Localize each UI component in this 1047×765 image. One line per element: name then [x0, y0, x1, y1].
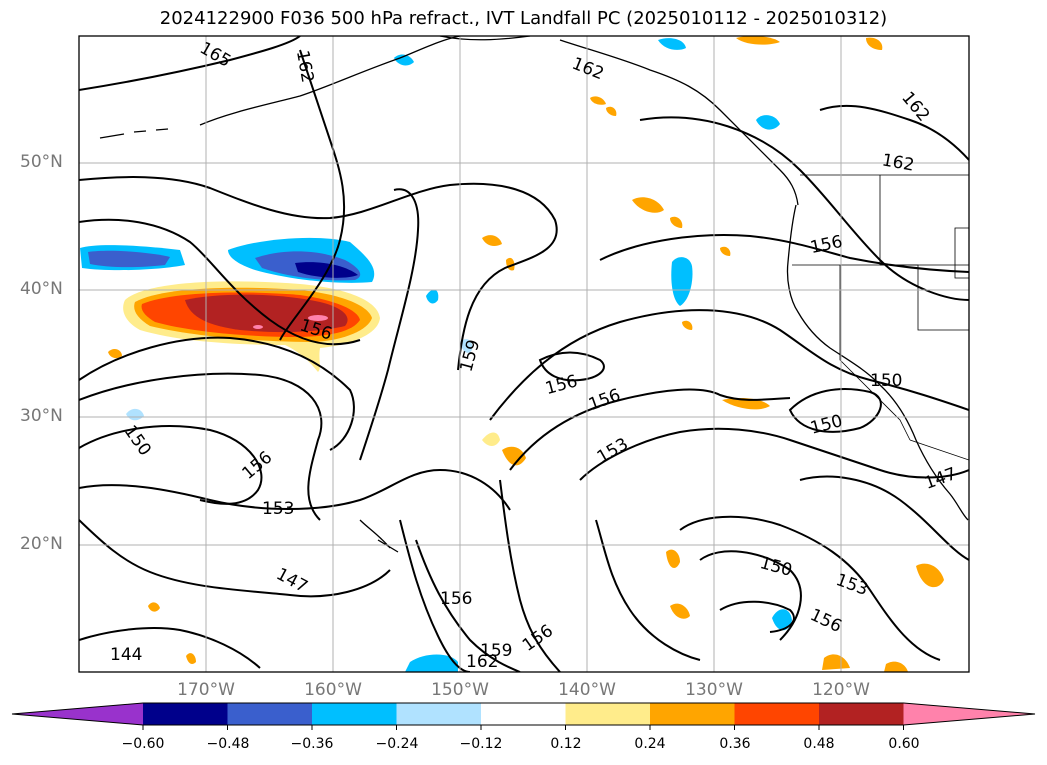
colorbar-segment — [143, 703, 228, 725]
colorbar — [11, 702, 1036, 730]
contour-label: 156 — [239, 448, 277, 484]
colorbar-segment — [312, 703, 397, 725]
lat-tick-label: 50°N — [20, 152, 63, 172]
colorbar-segment — [481, 703, 566, 725]
contour-label: 150 — [758, 553, 795, 581]
contour-label: 156 — [519, 621, 557, 656]
colorbar-segment — [734, 703, 820, 725]
coastlines — [99, 36, 969, 553]
graticule — [79, 36, 969, 672]
colorbar-tick-label: −0.24 — [375, 736, 419, 752]
colorbar-segment — [396, 703, 482, 725]
colorbar-segment — [819, 703, 904, 725]
contour-label: 150 — [808, 411, 845, 439]
contour-label: 162 — [569, 54, 607, 85]
colorbar-tick-label: −0.48 — [206, 736, 250, 752]
colorbar-tick-label: −0.12 — [459, 736, 503, 752]
contour-label: 156 — [543, 371, 580, 399]
contour-label: 159 — [480, 641, 512, 661]
colorbar-segment — [227, 703, 313, 725]
lon-tick-label: 170°W — [177, 680, 235, 700]
contour-label: 162 — [292, 49, 317, 84]
contour-label: 150 — [870, 371, 902, 391]
colorbar-segment — [565, 703, 651, 725]
lon-tick-label: 140°W — [558, 680, 616, 700]
colorbar-tick-label: −0.36 — [290, 736, 334, 752]
lon-tick-label: 130°W — [685, 680, 743, 700]
colorbar-segment — [650, 703, 735, 725]
contour-label: 162 — [880, 150, 915, 175]
height-contours — [79, 36, 969, 672]
contour-label: 156 — [586, 385, 623, 415]
contour-label: 144 — [110, 645, 142, 665]
political-borders — [792, 174, 969, 461]
colorbar-extension-low — [12, 703, 143, 725]
contour-label: 153 — [262, 499, 294, 519]
map-title: 2024122900 F036 500 hPa refract., IVT La… — [159, 8, 888, 29]
colorbar-tick-label: 0.12 — [550, 736, 582, 752]
contour-label: 162 — [897, 88, 933, 126]
contour-label: 153 — [833, 570, 870, 600]
lon-tick-label: 150°W — [431, 680, 489, 700]
lon-tick-label: 160°W — [304, 680, 362, 700]
contour-label: 147 — [273, 564, 311, 597]
lon-tick-label: 120°W — [812, 680, 870, 700]
colorbar-tick-label: 0.48 — [803, 736, 835, 752]
lat-tick-label: 20°N — [20, 534, 63, 554]
contour-label: 147 — [922, 464, 959, 494]
lat-tick-label: 40°N — [20, 279, 63, 299]
colorbar-tick-label: 0.24 — [634, 736, 666, 752]
colorbar-tick-label: 0.36 — [719, 736, 751, 752]
contour-label: 162 — [466, 652, 498, 672]
contour-label: 156 — [807, 605, 845, 637]
contour-label: 153 — [594, 434, 632, 468]
colorbar-tick-label: 0.60 — [888, 736, 920, 752]
colorbar-extension-high — [903, 703, 1035, 725]
contour-label: 156 — [440, 589, 472, 609]
colorbar-tick-label: −0.60 — [121, 736, 165, 752]
plot-frame — [78, 35, 970, 673]
lat-tick-label: 30°N — [20, 406, 63, 426]
